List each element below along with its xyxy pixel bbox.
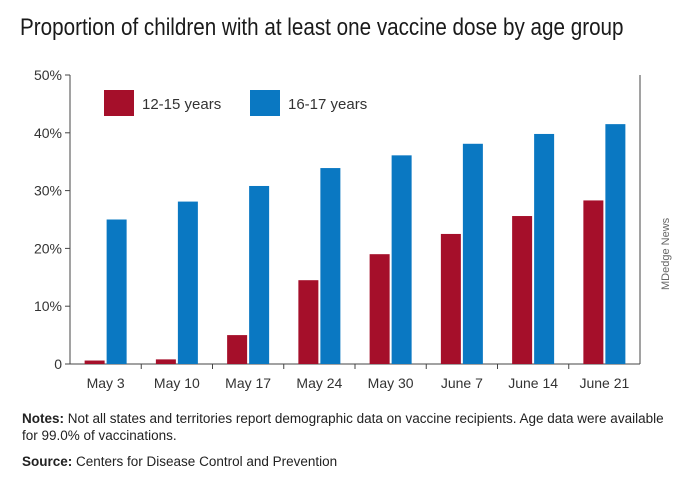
x-axis: May 3 May 10 May 17 May 24 May 30 June 7 June …: [70, 363, 640, 391]
watermark-credit: MDedge News: [660, 217, 672, 290]
y-tick-label: 50%: [34, 67, 62, 83]
bar-series-2: [534, 133, 555, 364]
bar-series-1: [369, 254, 390, 364]
bar-chart: 0 10% 20% 30% 40% 50% May 3 May 10 May 17 May 24…: [34, 67, 641, 391]
y-tick-label: 30%: [34, 183, 62, 199]
x-tick-label: May 10: [154, 375, 200, 391]
legend: 12-15 years 16-17 years: [104, 90, 367, 116]
chart-title: Proportion of children with at least one…: [20, 14, 624, 41]
x-tick-label: May 17: [225, 375, 271, 391]
legend-label: 16-17 years: [288, 96, 367, 113]
x-tick-label: June 14: [508, 375, 558, 391]
legend-swatch: [104, 90, 134, 116]
bar-series-2: [605, 124, 626, 364]
notes-text: Notes: Not all states and territories re…: [22, 410, 672, 444]
bar-series-1: [583, 200, 604, 364]
y-tick-label: 0: [54, 356, 62, 372]
bar-series-2: [391, 155, 412, 364]
x-tick-label: June 7: [441, 375, 483, 391]
bar-series-1: [512, 216, 533, 364]
notes-label: Notes:: [22, 411, 65, 426]
bar-series-2: [249, 185, 270, 364]
bar-series-2: [106, 219, 127, 364]
legend-label: 12-15 years: [142, 96, 221, 113]
legend-swatch: [250, 90, 280, 116]
x-tick-label: June 21: [579, 375, 629, 391]
x-tick-label: May 24: [296, 375, 342, 391]
bar-series-1: [227, 335, 248, 364]
y-tick-label: 40%: [34, 125, 62, 141]
bar-series-2: [177, 201, 198, 364]
x-tick-label: May 3: [87, 375, 125, 391]
bar-series-1: [440, 233, 461, 364]
bars: [84, 124, 626, 364]
bar-series-2: [462, 143, 483, 364]
bar-series-1: [155, 359, 176, 364]
notes-body: Not all states and territories report de…: [22, 411, 664, 443]
source-text: Source: Centers for Disease Control and …: [22, 454, 672, 469]
x-tick-label: May 30: [368, 375, 414, 391]
source-label: Source:: [22, 454, 73, 469]
y-axis: 0 10% 20% 30% 40% 50%: [34, 67, 641, 372]
bar-series-1: [84, 360, 105, 364]
bar-series-1: [298, 280, 319, 364]
source-body: Centers for Disease Control and Preventi…: [72, 454, 338, 469]
bar-series-2: [320, 168, 341, 364]
y-tick-label: 20%: [34, 240, 62, 256]
y-tick-label: 10%: [34, 298, 62, 314]
